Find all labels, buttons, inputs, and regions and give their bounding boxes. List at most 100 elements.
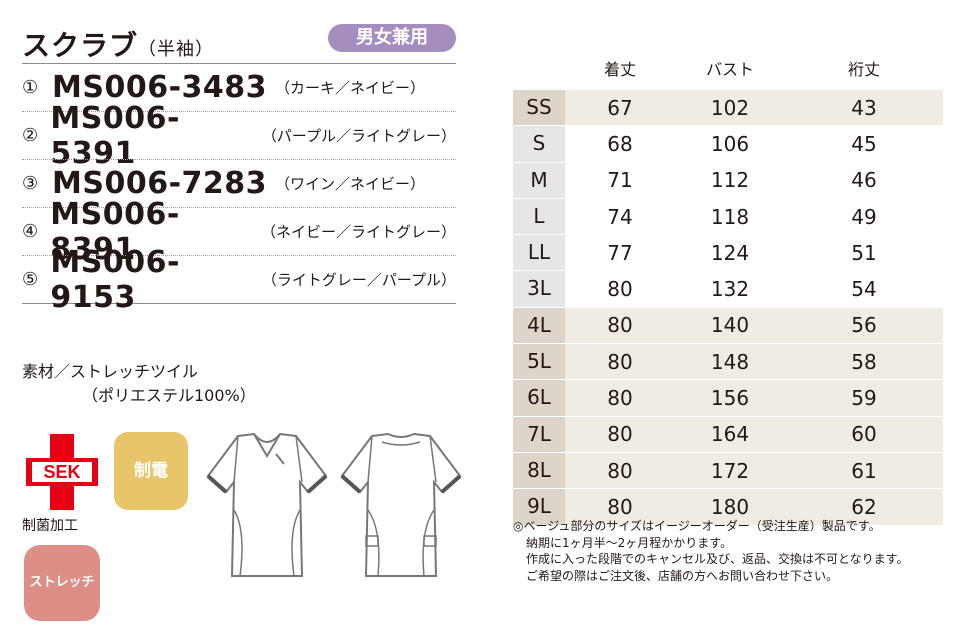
cell-length: 80 [607, 349, 633, 374]
cell-bust: 106 [710, 131, 750, 156]
material-line: 素材／ストレッチツイル [22, 362, 199, 381]
model-color: （ワイン／ネイビー） [275, 175, 426, 193]
size-row: 8L 80 172 61 [513, 452, 943, 490]
sek-mark-icon: SEK [26, 434, 98, 510]
model-number: ③ [22, 173, 39, 194]
model-code: MS006-8391 [50, 196, 180, 267]
cell-sleeve: 56 [851, 313, 877, 338]
antistatic-badge: 制電 [114, 432, 188, 510]
note-line: ◎ベージュ部分のサイズはイージーオーダー（受注生産）製品です。 [513, 519, 881, 533]
cell-length: 80 [607, 458, 633, 483]
cell-length: 80 [607, 422, 633, 447]
cell-length: 67 [607, 95, 633, 120]
size-row: 6L 80 156 59 [513, 380, 943, 417]
size-row: 7L 80 164 60 [513, 416, 943, 453]
model-list: ① MS006-3483 （カーキ／ネイビー） ② MS006-5391 （パー… [22, 63, 456, 315]
model-row: ④ MS006-8391 （ネイビー／ライトグレー） [22, 197, 456, 267]
cell-size: L [513, 198, 565, 235]
model-row: ② MS006-5391 （パープル／ライトグレー） [22, 101, 456, 171]
cell-sleeve: 49 [851, 204, 877, 229]
stretch-badge: ストレッチ [24, 545, 100, 621]
cell-size: 3L [513, 271, 565, 307]
cell-bust: 112 [710, 168, 750, 193]
cell-size: 9L [513, 489, 565, 525]
garment-back-icon [340, 432, 462, 577]
model-number: ④ [22, 221, 39, 242]
header-sleeve: 裄丈 [847, 60, 880, 79]
cell-sleeve: 61 [851, 458, 877, 483]
model-row: ① MS006-3483 （カーキ／ネイビー） [22, 63, 456, 111]
model-code: MS006-7283 [52, 166, 268, 201]
header-bust: バスト [705, 60, 754, 79]
cell-length: 80 [607, 386, 633, 411]
note-line: 作成に入った段階でのキャンセル及び、返品、交換は不可となります。 [526, 552, 909, 566]
cell-size: 5L [513, 344, 565, 380]
cell-size: S [513, 126, 565, 162]
model-code: MS006-5391 [50, 100, 180, 171]
cell-length: 80 [607, 313, 633, 338]
size-row: 4L 80 140 56 [513, 307, 943, 345]
note-line: ご希望の際はご注文後、店舗の方へお問い合わせ下さい。 [526, 568, 839, 583]
cell-bust: 124 [710, 240, 750, 265]
cell-sleeve: 54 [851, 277, 877, 302]
cell-sleeve: 45 [851, 131, 877, 156]
title-subtitle: （半袖） [138, 39, 215, 60]
cell-size: LL [513, 235, 565, 271]
cell-length: 80 [607, 277, 633, 302]
cell-bust: 172 [710, 458, 750, 483]
model-number: ⑤ [22, 269, 39, 290]
model-color: （ライトグレー／パープル） [261, 271, 456, 289]
size-row: S 68 106 45 [513, 126, 943, 163]
note-line: 納期に1ヶ月半〜2ヶ月程かかります。 [526, 535, 733, 550]
sek-text: SEK [43, 462, 80, 482]
cell-bust: 118 [710, 204, 750, 229]
cell-sleeve: 58 [851, 349, 877, 374]
cell-bust: 180 [710, 494, 750, 519]
model-color: （パープル／ライトグレー） [261, 127, 456, 145]
model-row: ⑤ MS006-9153 （ライトグレー／パープル） [22, 245, 456, 315]
material-info: 素材／ストレッチツイル （ポリエステル100%） [22, 360, 256, 408]
model-color: （カーキ／ネイビー） [275, 79, 426, 97]
size-row: 5L 80 148 58 [513, 344, 943, 381]
size-table-header: 着丈 バスト 裄丈 [513, 56, 943, 90]
cell-sleeve: 60 [851, 422, 877, 447]
cell-sleeve: 62 [851, 494, 877, 519]
model-code: MS006-3483 [52, 70, 268, 105]
cell-sleeve: 43 [851, 95, 877, 120]
cell-bust: 164 [710, 422, 750, 447]
cell-size: M [513, 162, 565, 198]
cell-size: 6L [513, 380, 565, 416]
cell-length: 71 [607, 168, 633, 193]
cell-size: SS [513, 90, 565, 126]
model-row: ③ MS006-7283 （ワイン／ネイビー） [22, 159, 456, 207]
cell-size: 7L [513, 416, 565, 452]
cell-sleeve: 59 [851, 386, 877, 411]
header-length: 着丈 [603, 60, 636, 79]
unisex-badge: 男女兼用 [328, 24, 456, 52]
size-table-body: SS 67 102 43 S 68 106 45 M 71 112 46 L 74 118 49 LL 77 124… [513, 90, 943, 526]
model-number: ① [22, 77, 39, 98]
sek-label: 制菌加工 [22, 518, 78, 534]
size-row: SS 67 102 43 [513, 90, 943, 127]
cell-bust: 156 [710, 386, 750, 411]
material-composition: （ポリエステル100%） [82, 386, 256, 405]
cell-length: 74 [607, 204, 633, 229]
page-title: スクラブ（半袖） [22, 24, 214, 64]
garment-front-icon [206, 432, 328, 577]
cell-bust: 148 [710, 349, 750, 374]
cell-length: 80 [607, 494, 633, 519]
model-number: ② [22, 125, 39, 146]
title-main: スクラブ [22, 29, 139, 62]
size-row: L 74 118 49 [513, 198, 943, 236]
cell-bust: 102 [710, 95, 750, 120]
cell-sleeve: 51 [851, 240, 877, 265]
size-row: M 71 112 46 [513, 162, 943, 199]
cell-bust: 132 [710, 277, 750, 302]
cell-sleeve: 46 [851, 168, 877, 193]
model-code: MS006-9153 [50, 244, 180, 315]
size-row: LL 77 124 51 [513, 235, 943, 272]
cell-size: 8L [513, 452, 565, 489]
size-row: 3L 80 132 54 [513, 271, 943, 308]
cell-bust: 140 [710, 313, 750, 338]
size-row: 9L 80 180 62 [513, 489, 943, 526]
